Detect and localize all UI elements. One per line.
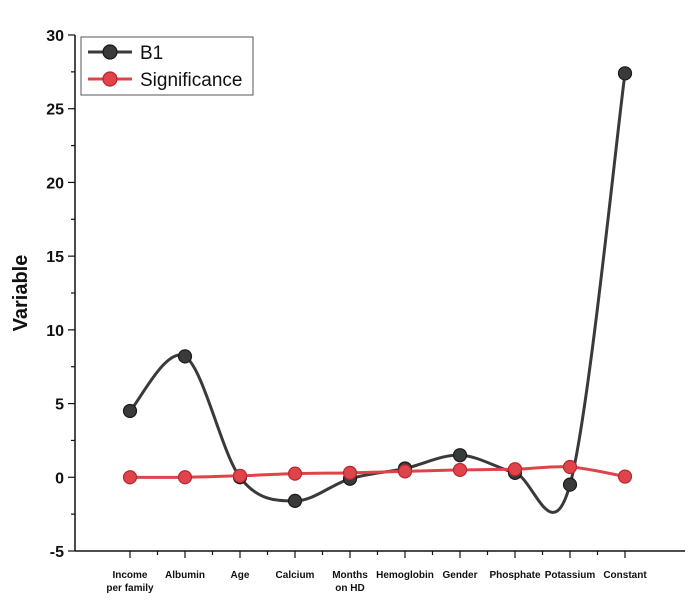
y-axis-title: Variable xyxy=(10,255,32,332)
data-point xyxy=(232,468,248,483)
x-tick-label: Potassium xyxy=(545,570,596,581)
x-tick-label: Hemoglobin xyxy=(376,570,434,581)
data-point xyxy=(177,470,193,485)
series-line xyxy=(128,73,627,514)
legend-label: Significance xyxy=(140,70,242,91)
legend-label: B1 xyxy=(140,43,163,64)
data-point xyxy=(177,349,193,364)
x-tick-label: Phosphate xyxy=(489,570,541,581)
legend: B1 Significance xyxy=(80,36,254,96)
data-point xyxy=(452,448,468,463)
data-point xyxy=(562,459,578,475)
data-point xyxy=(507,462,523,477)
legend-marker xyxy=(102,44,118,60)
data-point xyxy=(287,466,303,481)
data-point xyxy=(122,470,138,485)
y-tick-label: 10 xyxy=(46,323,64,340)
data-point xyxy=(122,403,138,419)
series-b1 xyxy=(122,66,633,514)
data-point xyxy=(562,477,578,492)
y-tick-label: -5 xyxy=(50,544,64,561)
y-tick-label: 5 xyxy=(55,397,64,414)
x-tick-label: Gender xyxy=(442,570,477,581)
x-tick-label: Calcium xyxy=(276,570,315,581)
data-point xyxy=(397,464,413,479)
legend-marker xyxy=(102,71,118,87)
x-tick-label: Age xyxy=(231,570,250,581)
series-line xyxy=(129,465,626,479)
data-point xyxy=(452,462,468,478)
y-tick-label: 0 xyxy=(55,470,64,487)
data-point xyxy=(617,66,633,81)
data-point xyxy=(287,493,303,508)
x-tick-label: Albumin xyxy=(165,570,205,581)
y-tick-label: 15 xyxy=(46,249,64,266)
data-point xyxy=(617,469,633,484)
y-tick-label: 30 xyxy=(46,28,64,45)
y-tick-label: 25 xyxy=(46,102,64,119)
y-tick-label: 20 xyxy=(46,175,64,192)
x-tick-label: Constant xyxy=(603,570,647,581)
axes: -5 0 5 10 15 20 25 30 Income per family Albumin Age… xyxy=(10,28,685,594)
x-tick-label: Income per family xyxy=(106,570,154,594)
series-significance xyxy=(122,459,633,485)
series-layer xyxy=(122,66,633,514)
x-tick-label: Months on HD xyxy=(332,570,368,594)
data-point xyxy=(342,465,358,480)
